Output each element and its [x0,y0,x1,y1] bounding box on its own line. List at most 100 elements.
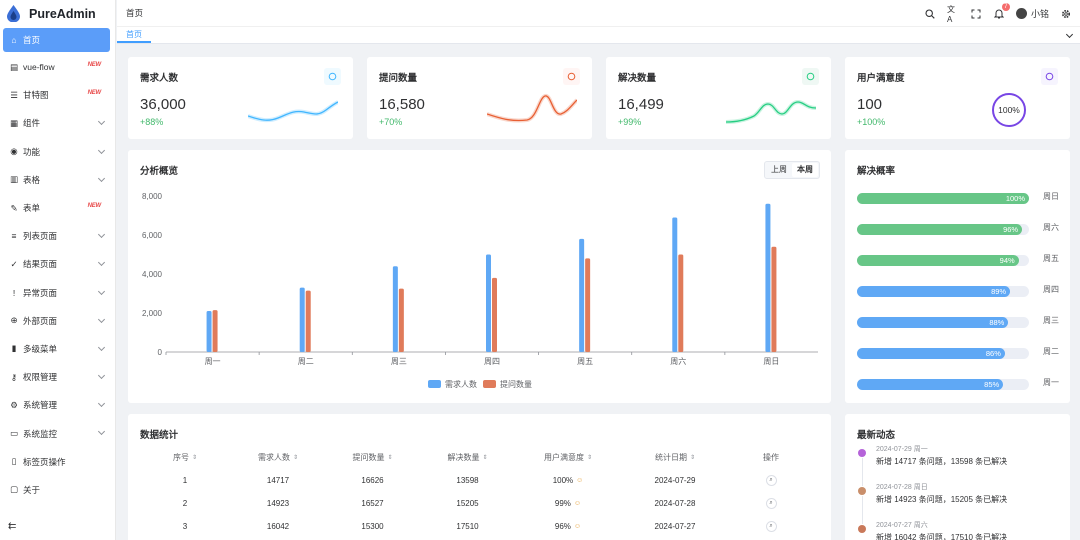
rate-fill: 100% [857,193,1029,204]
chevron-down-icon[interactable] [97,146,106,154]
column-header[interactable]: 需求人数 ⇕ [257,452,299,462]
rate-fill: 94% [857,255,1019,266]
question-icon [563,68,580,85]
sort-icon[interactable]: ⇕ [482,454,488,461]
gantt-icon: ☰ [10,89,18,100]
stat-card-1: 提问数量 16,580 +70% [367,57,592,139]
sidebar-item-1[interactable]: ▤ vue-flow NEW [0,53,115,81]
table-cell-action: ⌕ [736,492,806,514]
sidebar-item-5[interactable]: ▥ 表格 [0,166,115,194]
table-cell: 99% ☺ [554,498,582,508]
stat-title: 需求人数 [140,73,179,84]
table-cell: 96% ☺ [554,521,582,531]
sidebar-item-14[interactable]: ▭ 系统监控 [0,419,115,447]
rate-day: 周三 [1043,316,1059,325]
sidebar-item-label: 结果页面 [23,259,58,270]
timeline-time: 2024-07-28 周日 [876,484,928,491]
star-icon [1041,68,1058,85]
table-cell: 14923 [266,498,290,508]
sidebar-item-13[interactable]: ⚙ 系统管理 [0,391,115,419]
stat-percent: +88% [140,117,164,127]
settings-gear-icon[interactable] [1060,8,1072,20]
sidebar-item-6[interactable]: ✎ 表单 NEW [0,194,115,222]
chevron-down-icon[interactable] [97,343,106,351]
column-header[interactable]: 序号 ⇕ [172,452,198,462]
table-cell: 13598 [456,475,479,485]
translate-icon[interactable]: 文A [946,4,955,24]
sort-icon[interactable]: ⇕ [387,454,393,461]
tags-dropdown-chevron-icon[interactable] [1065,30,1074,39]
sidebar-item-3[interactable]: ▦ 组件 [0,109,115,137]
column-header[interactable]: 解决数量 ⇕ [447,452,488,462]
table-icon: ▥ [9,174,19,185]
sidebar-item-4[interactable]: ◉ 功能 [0,138,115,166]
chevron-down-icon[interactable] [97,259,106,267]
view-detail-icon[interactable]: ⌕ [765,497,777,509]
user-menu[interactable]: 小铭 [1015,7,1049,20]
chevron-down-icon[interactable] [97,231,106,239]
sidebar-item-15[interactable]: ▯ 标签页操作 [0,448,115,476]
chevron-down-icon[interactable] [97,118,106,126]
sidebar-item-label: 系统监控 [23,428,58,439]
toggle-last-week[interactable]: 上周 [771,165,787,174]
rate-row: 100% 周日 [857,188,1062,208]
chevron-down-icon[interactable] [97,428,106,436]
stat-title: 解决数量 [618,73,657,84]
breadcrumb[interactable]: 首页 [126,8,144,18]
check-circle-icon: ✓ [10,258,18,269]
collapse-sidebar-icon[interactable]: ⇇ [8,521,17,532]
ring-label: 100% [998,105,1020,115]
table-cell: 3 [182,521,188,531]
sort-icon[interactable]: ⇕ [191,454,198,461]
sidebar-item-10[interactable]: ⊕ 外部页面 [0,307,115,335]
toggle-this-week[interactable]: 本周 [792,163,818,177]
sidebar-item-2[interactable]: ☰ 甘特图 NEW [0,81,115,109]
sidebar-item-0[interactable]: ⌂ 首页 [3,28,110,52]
sidebar-item-7[interactable]: ≡ 列表页面 [0,222,115,250]
sidebar-item-12[interactable]: ⚷ 权限管理 [0,363,115,391]
y-tick-label: 8,000 [142,192,163,201]
stats-table-title: 数据统计 [140,430,179,441]
chevron-down-icon[interactable] [97,372,106,380]
chevron-down-icon[interactable] [97,174,106,182]
logo[interactable]: PureAdmin [0,0,115,27]
stat-value: 16,499 [618,96,664,113]
bar-1-0 [212,310,218,352]
sidebar-menu: ⌂ 首页 ▤ vue-flow NEW ☰ 甘特图 NEW ▦ 组件 ◉ 功能 … [0,28,115,504]
column-header: 操作 [763,452,779,462]
sidebar-item-label: 关于 [23,484,41,495]
bell-icon[interactable]: 7 [993,2,1010,20]
tab-home[interactable]: 首页 [117,27,151,43]
view-detail-icon[interactable]: ⌕ [765,474,777,486]
column-header[interactable]: 提问数量 ⇕ [352,452,393,462]
sidebar-item-8[interactable]: ✓ 结果页面 [0,250,115,278]
users-icon [324,68,341,85]
search-icon[interactable] [924,8,936,20]
sidebar-item-label: 甘特图 [23,90,49,101]
bar-1-5 [678,254,684,352]
stat-value: 100 [857,96,883,113]
column-header[interactable]: 用户满意度 ⇕ [543,452,593,462]
sort-icon[interactable]: ⇕ [689,454,696,461]
timeline-line [861,496,863,524]
sidebar-item-9[interactable]: ! 异常页面 [0,279,115,307]
form-icon: ✎ [10,202,18,213]
fullscreen-icon[interactable] [970,8,982,20]
rate-row: 88% 周三 [857,312,1062,332]
sidebar-item-11[interactable]: ▮ 多级菜单 [0,335,115,363]
sort-icon[interactable]: ⇕ [292,454,299,461]
bar-0-4 [579,238,585,352]
rate-row: 86% 周二 [857,343,1062,363]
table-header: 序号 ⇕ 需求人数 ⇕ 提问数量 ⇕ 解决数量 ⇕ 用户满意度 ⇕ 统计日期 ⇕ 操作 [140,446,820,468]
bar-0-5 [672,217,678,352]
column-header[interactable]: 统计日期 ⇕ [654,452,696,462]
chevron-down-icon[interactable] [97,400,106,408]
view-detail-icon[interactable]: ⌕ [765,520,777,532]
chevron-down-icon[interactable] [97,315,106,323]
sort-icon[interactable]: ⇕ [586,454,593,461]
bar-icon: ▮ [11,343,17,354]
sparkline [248,100,338,123]
chevron-down-icon[interactable] [97,287,106,295]
sidebar-item-16[interactable]: ▢ 关于 [0,476,115,504]
avatar [1015,8,1027,19]
